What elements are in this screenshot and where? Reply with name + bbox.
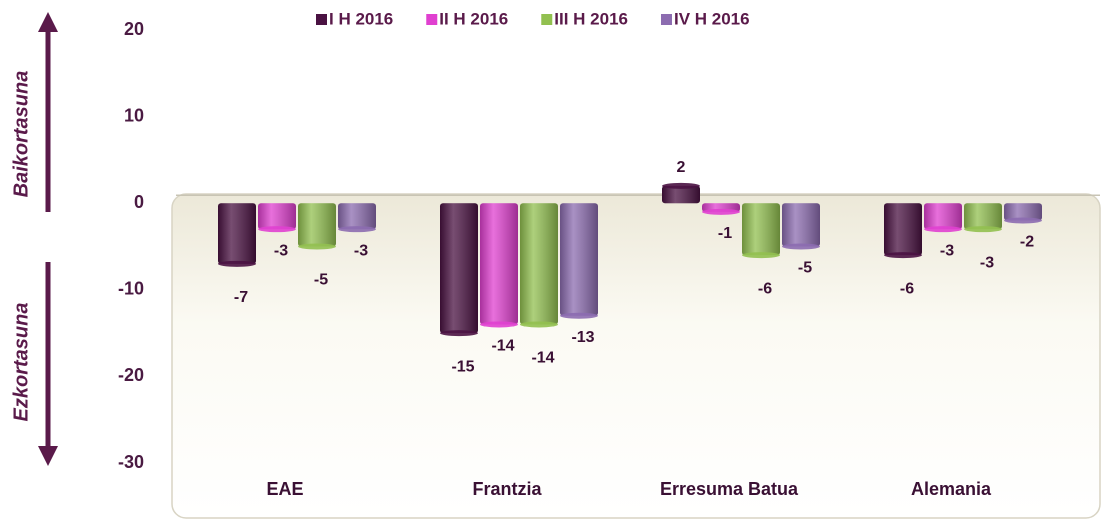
y-tick-label: -30 <box>118 452 144 472</box>
bar-shade <box>964 203 1002 230</box>
value-label: -3 <box>940 242 954 259</box>
bar-cap <box>964 226 1002 233</box>
bar-cap <box>924 226 962 233</box>
legend-swatch <box>316 14 327 25</box>
value-label: -14 <box>531 350 554 367</box>
value-label: 2 <box>677 159 686 176</box>
bar-shade <box>1004 203 1042 221</box>
annotation: Baikortasuna <box>10 71 32 198</box>
value-label: -3 <box>354 242 368 259</box>
bar-shade <box>218 203 256 264</box>
bar-shade <box>560 203 598 316</box>
bar-shade <box>884 203 922 256</box>
bar-shade <box>520 203 558 325</box>
x-tick-label: Alemania <box>911 479 992 499</box>
bar-cap <box>520 321 558 328</box>
x-tick-label: Erresuma Batua <box>660 479 799 499</box>
legend-label: II H 2016 <box>439 9 508 28</box>
bar-shade <box>662 185 700 204</box>
value-label: -5 <box>798 260 812 277</box>
plot-floor <box>171 193 1101 519</box>
bar-shade <box>480 203 518 325</box>
legend-label: I H 2016 <box>329 9 393 28</box>
bar-cap <box>884 252 922 259</box>
bar-cap <box>1004 217 1042 224</box>
y-tick-label: 10 <box>124 105 144 125</box>
bar-cap <box>440 330 478 337</box>
bar-cap <box>480 321 518 328</box>
bar-shade <box>258 203 296 230</box>
bar-cap <box>258 226 296 233</box>
bar-cap <box>298 243 336 250</box>
legend-label: IV H 2016 <box>674 9 750 28</box>
annotation: Ezkortasuna <box>10 303 32 422</box>
bar-cap <box>218 260 256 267</box>
bar-shade <box>440 203 478 334</box>
legend-swatch <box>426 14 438 25</box>
value-label: -15 <box>451 358 474 375</box>
y-tick-label: -10 <box>118 279 144 299</box>
value-label: -3 <box>274 242 288 259</box>
bar-shade <box>742 203 780 256</box>
bar-shade <box>338 203 376 230</box>
value-label: -6 <box>758 280 772 297</box>
bar-cap <box>742 252 780 259</box>
legend-swatch <box>541 14 553 25</box>
bar-cap <box>662 182 700 189</box>
value-label: -2 <box>1020 234 1034 251</box>
value-label: -1 <box>718 225 732 242</box>
y-tick-label: 0 <box>134 192 144 212</box>
bar-shade <box>782 203 820 247</box>
value-label: -13 <box>571 329 594 346</box>
bar-shade <box>298 203 336 247</box>
value-label: -14 <box>491 338 514 355</box>
x-tick-label: Frantzia <box>472 479 542 499</box>
bar-cap <box>338 226 376 233</box>
bar-cap <box>782 243 820 250</box>
value-label: -3 <box>980 254 994 271</box>
legend-label: III H 2016 <box>554 9 628 28</box>
value-label: -6 <box>900 280 914 297</box>
legend-swatch <box>660 14 672 25</box>
y-tick-label: 20 <box>124 19 144 39</box>
y-tick-label: -20 <box>118 365 144 385</box>
bar-cap <box>702 208 740 215</box>
value-label: -7 <box>234 289 248 306</box>
bar-cap <box>560 312 598 319</box>
x-tick-label: EAE <box>266 479 303 499</box>
bar-shade <box>924 203 962 230</box>
value-label: -5 <box>314 272 328 289</box>
